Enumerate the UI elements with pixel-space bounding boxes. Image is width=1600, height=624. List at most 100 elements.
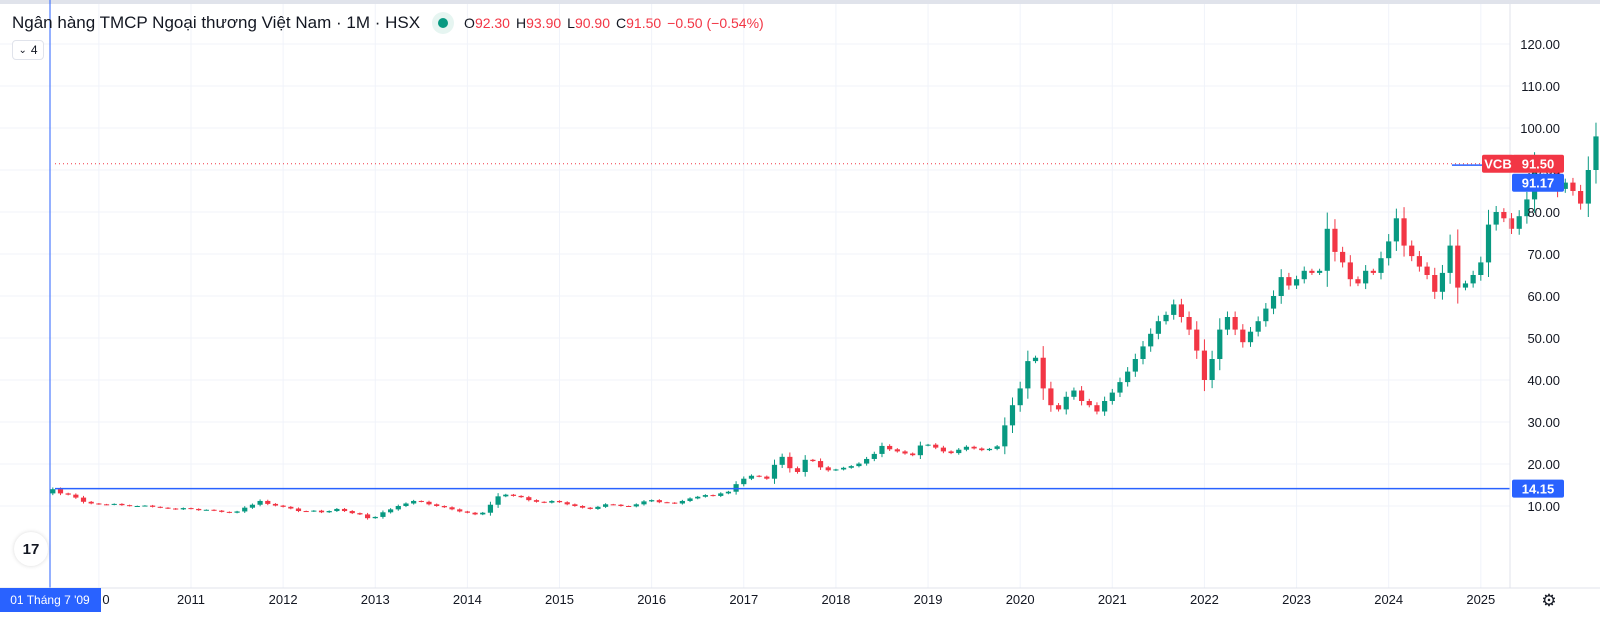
candle[interactable]	[295, 508, 302, 512]
candle[interactable]	[1232, 317, 1238, 330]
candle[interactable]	[372, 516, 378, 519]
candle[interactable]	[103, 504, 110, 506]
candle[interactable]	[1478, 262, 1484, 275]
candle[interactable]	[1032, 357, 1039, 362]
candle[interactable]	[1186, 317, 1192, 330]
candle[interactable]	[748, 475, 755, 479]
candle[interactable]	[1493, 212, 1499, 225]
time-axis[interactable]: 0 2011 2012 2013 2014 2015 2016 2017 2018 2019 202…	[102, 592, 1495, 607]
candle[interactable]	[510, 494, 517, 496]
candle[interactable]	[1194, 329, 1200, 351]
candle[interactable]	[219, 510, 225, 512]
candle[interactable]	[1347, 262, 1353, 280]
candle[interactable]	[303, 511, 309, 513]
candle[interactable]	[1316, 270, 1323, 273]
candle[interactable]	[1063, 396, 1069, 410]
candle[interactable]	[518, 495, 524, 498]
candle[interactable]	[1355, 279, 1361, 284]
candle[interactable]	[50, 489, 56, 494]
candle[interactable]	[495, 496, 501, 505]
candle[interactable]	[1102, 401, 1108, 412]
candle[interactable]	[1125, 371, 1131, 383]
candle[interactable]	[1178, 304, 1184, 317]
market-status-icon[interactable]	[432, 12, 455, 34]
candle[interactable]	[234, 511, 240, 513]
gear-icon[interactable]: ⚙	[1541, 591, 1557, 610]
candle[interactable]	[395, 506, 401, 510]
candle[interactable]	[933, 444, 939, 448]
candle[interactable]	[126, 505, 133, 507]
candle[interactable]	[457, 509, 463, 512]
candle[interactable]	[549, 500, 555, 503]
candle[interactable]	[587, 507, 593, 509]
candle[interactable]	[65, 493, 71, 495]
candle[interactable]	[1447, 245, 1453, 273]
candle[interactable]	[1462, 283, 1469, 288]
candle[interactable]	[610, 504, 616, 506]
candle[interactable]	[986, 448, 993, 451]
candle[interactable]	[1009, 405, 1016, 426]
candle[interactable]	[80, 497, 87, 502]
candle[interactable]	[480, 512, 486, 515]
candle[interactable]	[840, 467, 847, 470]
candle[interactable]	[1078, 390, 1085, 402]
candle[interactable]	[334, 508, 340, 512]
candle[interactable]	[280, 505, 286, 507]
candle[interactable]	[318, 510, 325, 513]
candle[interactable]	[364, 514, 371, 519]
candle[interactable]	[1562, 182, 1568, 189]
candle[interactable]	[196, 508, 202, 511]
candle[interactable]	[1247, 331, 1254, 343]
candle[interactable]	[288, 506, 294, 509]
candle[interactable]	[1370, 270, 1376, 273]
candle[interactable]	[1301, 270, 1307, 280]
candle[interactable]	[902, 451, 908, 454]
candle[interactable]	[349, 511, 355, 514]
candle[interactable]	[940, 447, 946, 452]
candle[interactable]	[794, 468, 801, 472]
candle[interactable]	[1455, 245, 1461, 288]
candle[interactable]	[917, 445, 923, 456]
symbol-title[interactable]: Ngân hàng TMCP Ngoại thương Việt Nam · 1…	[12, 13, 421, 32]
candle[interactable]	[1163, 314, 1169, 322]
candle[interactable]	[664, 502, 670, 504]
candle[interactable]	[96, 503, 102, 505]
candle[interactable]	[979, 448, 985, 451]
candle[interactable]	[188, 508, 194, 510]
candle[interactable]	[1378, 258, 1384, 273]
candle[interactable]	[1508, 218, 1515, 229]
candle[interactable]	[1148, 333, 1154, 347]
candle[interactable]	[602, 504, 609, 507]
candle[interactable]	[380, 512, 386, 517]
candle[interactable]	[1109, 392, 1115, 401]
candle[interactable]	[910, 453, 916, 456]
candle[interactable]	[1485, 224, 1492, 263]
candle[interactable]	[426, 501, 432, 505]
candle[interactable]	[1040, 357, 1046, 389]
candle[interactable]	[710, 495, 716, 497]
candle[interactable]	[311, 510, 317, 512]
candle[interactable]	[1224, 317, 1231, 330]
candle[interactable]	[641, 501, 647, 505]
candle[interactable]	[702, 495, 708, 497]
candle[interactable]	[226, 511, 232, 513]
candle[interactable]	[1025, 361, 1031, 389]
candle[interactable]	[679, 500, 685, 504]
candle[interactable]	[948, 451, 954, 454]
candle[interactable]	[526, 497, 532, 501]
candle[interactable]	[257, 500, 263, 505]
candle[interactable]	[1401, 218, 1407, 246]
candle[interactable]	[1585, 170, 1591, 204]
candle[interactable]	[173, 508, 179, 510]
candle[interactable]	[1094, 405, 1100, 412]
candle[interactable]	[142, 505, 148, 507]
candle[interactable]	[1132, 359, 1138, 372]
candle[interactable]	[833, 469, 839, 471]
candle[interactable]	[249, 504, 256, 508]
candle[interactable]	[894, 449, 900, 452]
candle[interactable]	[1055, 405, 1062, 410]
candle[interactable]	[326, 511, 332, 513]
candle[interactable]	[1071, 390, 1077, 397]
candle[interactable]	[1593, 136, 1599, 170]
